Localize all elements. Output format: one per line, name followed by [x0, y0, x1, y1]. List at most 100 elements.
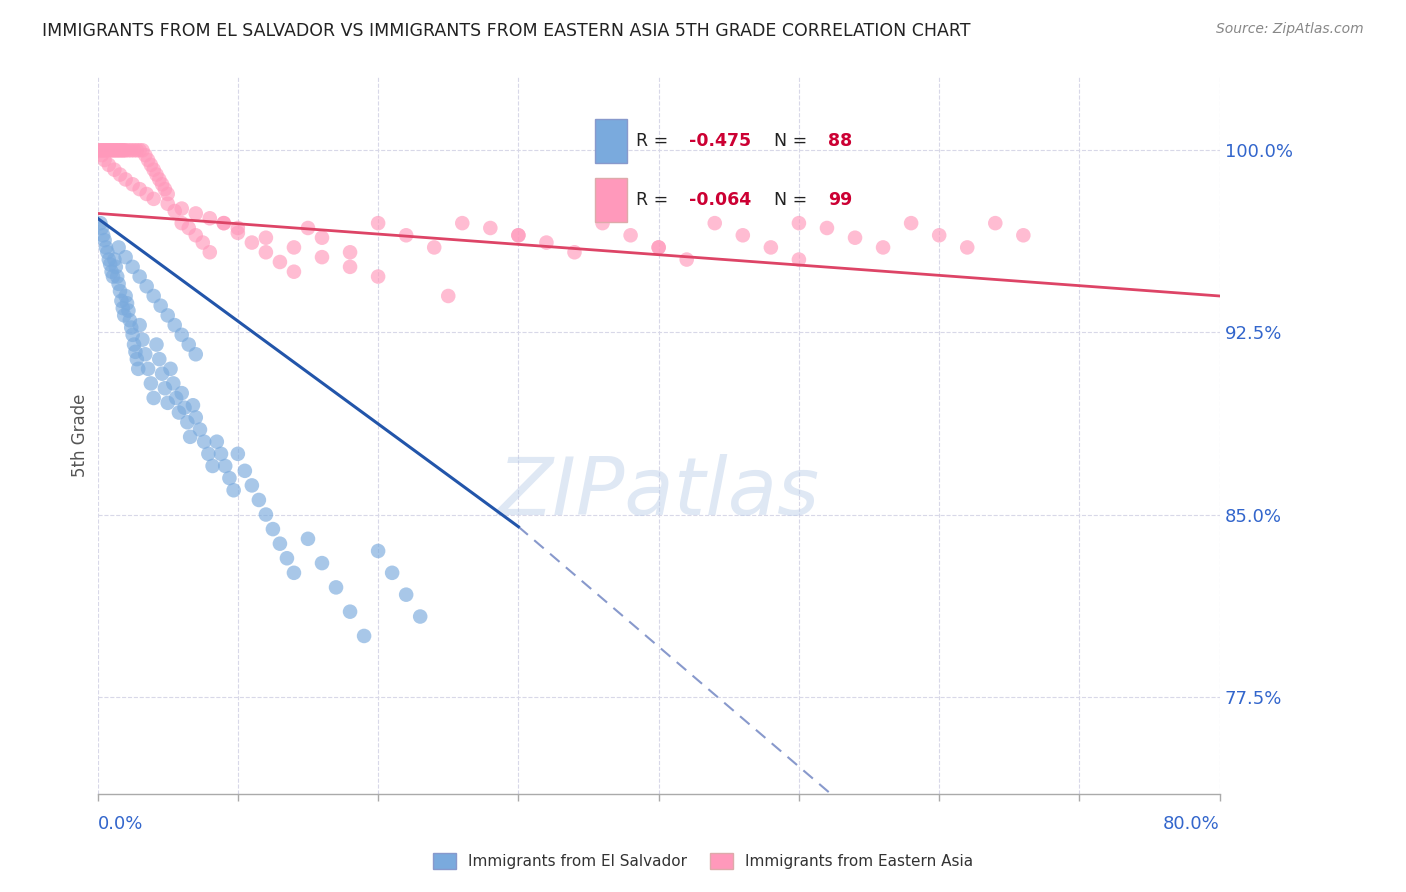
Point [108, 143, 131, 157]
Point [145, 168, 167, 182]
Point [900, 216, 922, 230]
Point [136, 361, 159, 376]
Point [104, 143, 127, 157]
Point [218, 471, 240, 485]
Point [120, 143, 142, 157]
Point [222, 483, 245, 498]
Point [91, 143, 114, 157]
Point [226, 226, 249, 240]
Point [179, 430, 201, 444]
Point [107, 240, 129, 254]
Point [928, 228, 950, 243]
Point [339, 605, 361, 619]
Point [212, 216, 235, 230]
Point [163, 318, 186, 332]
Point [159, 361, 181, 376]
Point [128, 182, 150, 196]
Point [170, 386, 193, 401]
Point [100, 265, 122, 279]
Point [90, 148, 112, 162]
Point [121, 327, 143, 342]
Point [536, 235, 558, 250]
Point [156, 309, 179, 323]
Point [173, 401, 195, 415]
Point [156, 396, 179, 410]
Point [128, 318, 150, 332]
Point [103, 143, 125, 157]
Point [121, 260, 143, 274]
Point [148, 352, 170, 367]
Point [100, 143, 122, 157]
Point [395, 588, 418, 602]
Point [139, 158, 162, 172]
Point [101, 269, 124, 284]
Point [125, 352, 148, 367]
Point [367, 216, 389, 230]
Point [115, 296, 138, 310]
Point [103, 252, 125, 267]
Point [122, 143, 145, 157]
Point [110, 293, 132, 308]
Point [114, 289, 136, 303]
Point [96, 143, 118, 157]
Point [107, 143, 129, 157]
Point [233, 464, 256, 478]
Point [114, 143, 136, 157]
Point [283, 265, 305, 279]
Point [97, 252, 120, 267]
Point [592, 216, 614, 230]
Point [451, 216, 474, 230]
Point [647, 240, 669, 254]
Point [339, 260, 361, 274]
Point [759, 240, 782, 254]
Point [212, 216, 235, 230]
Point [142, 192, 165, 206]
Point [184, 410, 207, 425]
Point [111, 143, 134, 157]
Point [184, 206, 207, 220]
Point [311, 230, 333, 244]
Point [201, 458, 224, 473]
Point [142, 162, 165, 177]
Point [90, 221, 112, 235]
Point [108, 168, 131, 182]
Point [98, 257, 121, 271]
Point [184, 347, 207, 361]
Point [93, 153, 115, 167]
Point [107, 277, 129, 291]
Point [103, 162, 125, 177]
Point [177, 337, 200, 351]
Point [145, 337, 167, 351]
Point [165, 391, 187, 405]
Point [815, 221, 838, 235]
Point [121, 178, 143, 192]
Point [94, 143, 117, 157]
Point [872, 240, 894, 254]
Point [136, 153, 159, 167]
Point [226, 447, 249, 461]
Point [787, 252, 810, 267]
Point [262, 522, 284, 536]
Point [177, 221, 200, 235]
Text: 0.0%: 0.0% [97, 815, 143, 833]
Point [124, 344, 146, 359]
Point [162, 376, 184, 391]
Point [156, 186, 179, 201]
Point [89, 143, 111, 157]
Point [96, 245, 118, 260]
Point [311, 556, 333, 570]
Point [254, 245, 277, 260]
Point [117, 303, 139, 318]
Point [984, 216, 1007, 230]
Point [139, 376, 162, 391]
Point [787, 216, 810, 230]
Point [104, 260, 127, 274]
Point [108, 284, 131, 298]
Point [479, 221, 502, 235]
Point [105, 269, 128, 284]
Point [181, 398, 204, 412]
Point [170, 216, 193, 230]
Point [153, 381, 176, 395]
Point [247, 493, 270, 508]
Point [254, 230, 277, 244]
